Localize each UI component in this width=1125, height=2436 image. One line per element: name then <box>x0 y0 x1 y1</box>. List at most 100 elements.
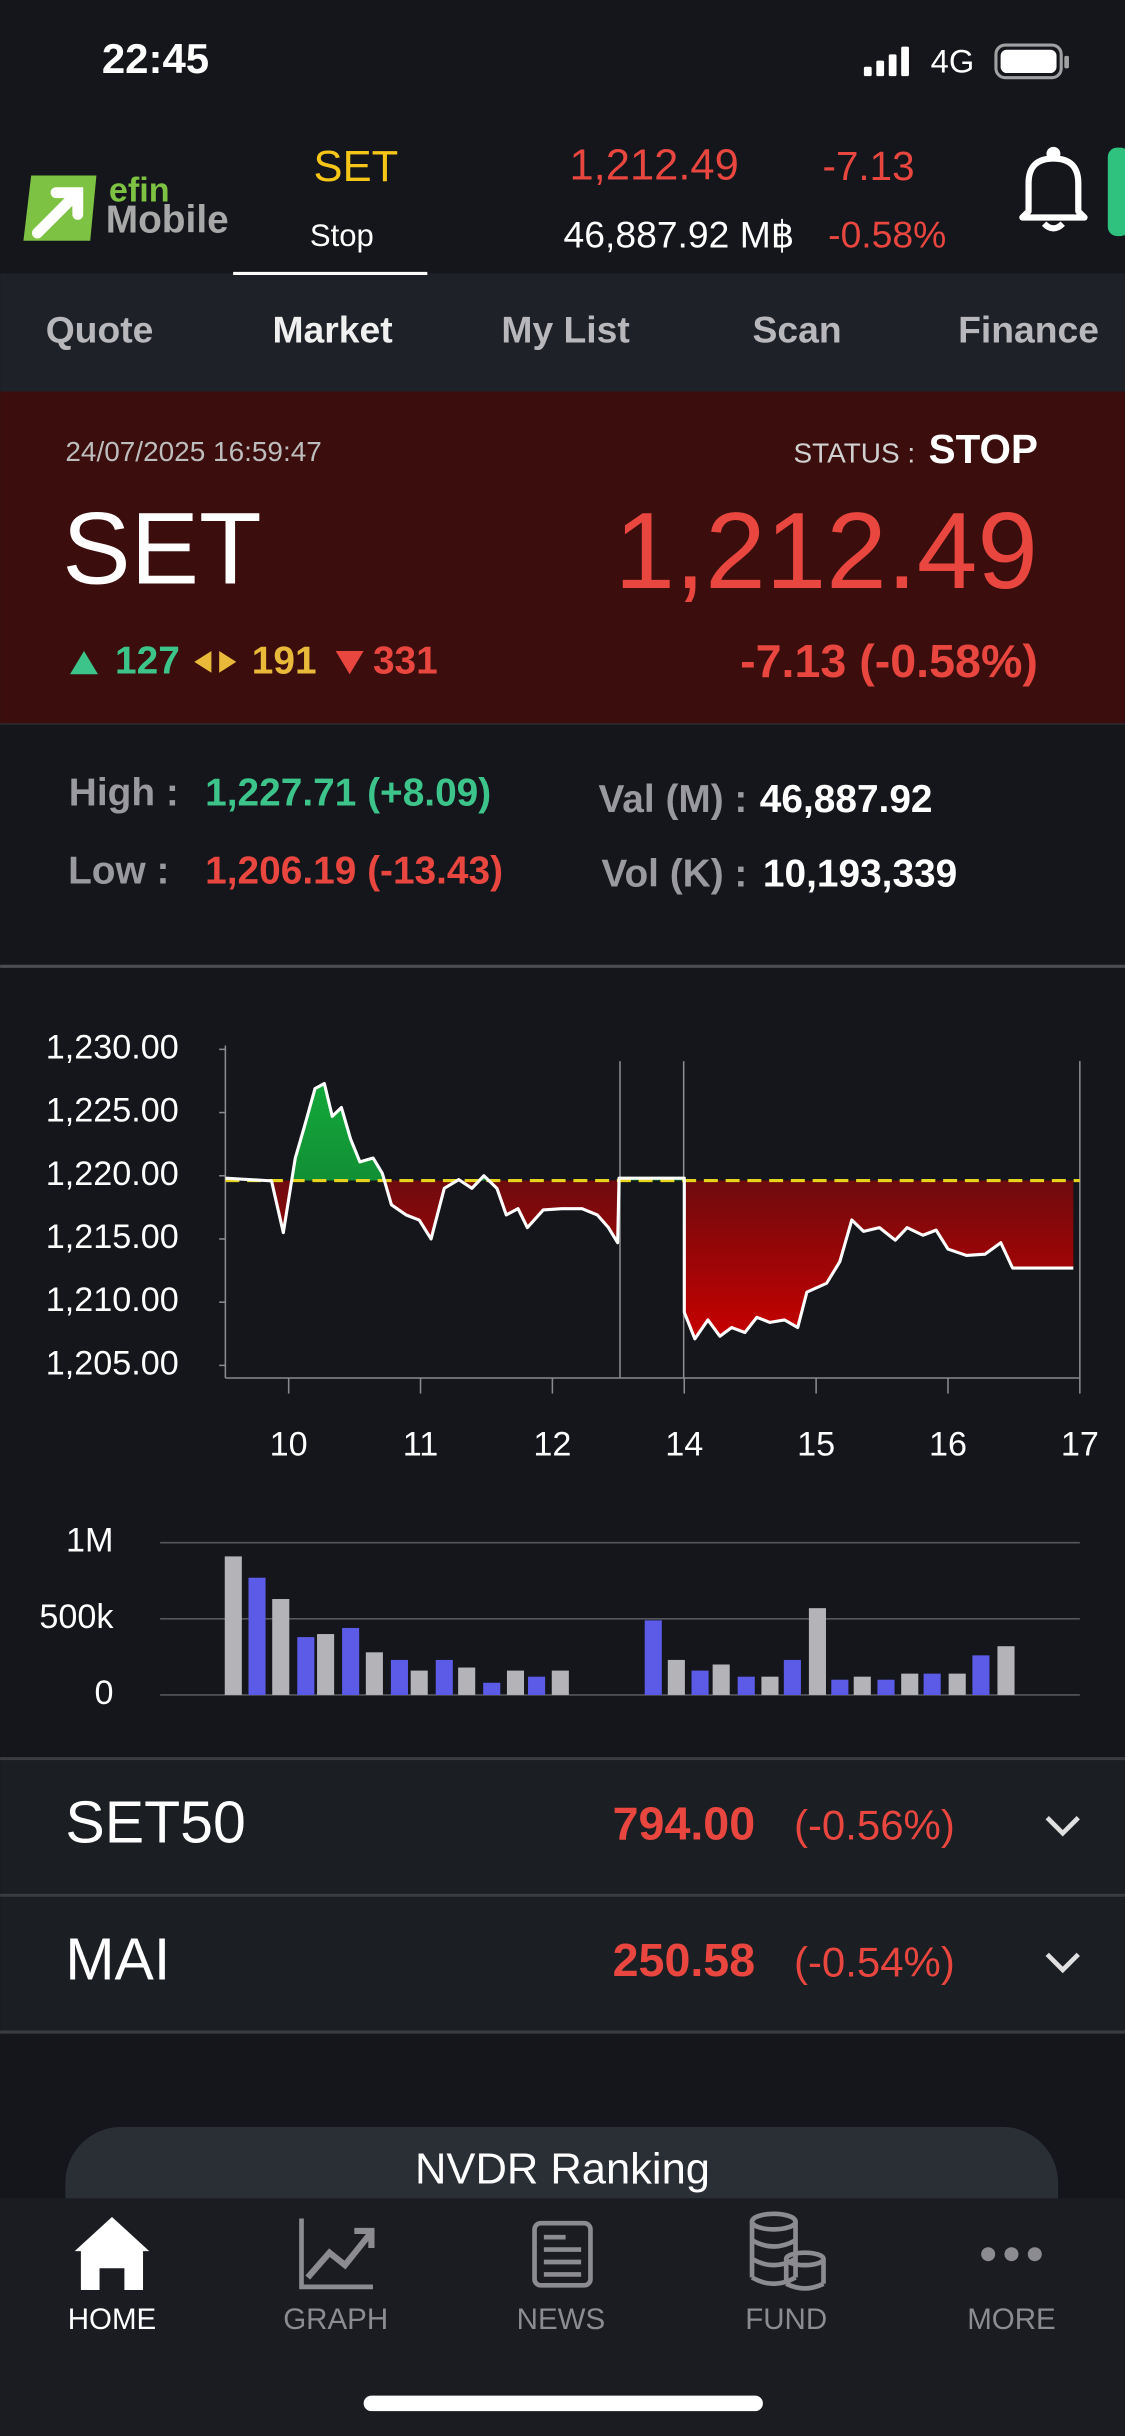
header-value: 46,887.92 M฿ <box>564 214 795 256</box>
index-change: -7.13 (-0.58%) <box>740 635 1038 687</box>
chevron-icon <box>1045 1952 1080 1974</box>
volume-bar <box>317 1634 335 1695</box>
nav-graph[interactable]: GRAPH <box>283 2218 388 2336</box>
home-indicator <box>363 2395 763 2412</box>
tab[interactable]: Scan <box>753 308 842 350</box>
index-last: 250.58 <box>613 1934 756 1986</box>
x-tick-label: 11 <box>403 1425 438 1463</box>
price-line <box>225 1081 1074 1341</box>
index-last: 794.00 <box>613 1797 756 1849</box>
logo-text: Mobile <box>106 198 229 241</box>
nav-fund[interactable]: FUND <box>745 2211 827 2336</box>
index-row[interactable]: SET50 794.00 (-0.56%) <box>0 1760 1125 1896</box>
y-tick-label: 1,225.00 <box>46 1092 179 1130</box>
tab[interactable]: Finance <box>958 308 1099 350</box>
volume-bar <box>737 1676 755 1695</box>
header-percent: -0.58% <box>828 214 946 256</box>
area-below <box>266 1180 1074 1339</box>
x-tick-label: 12 <box>533 1425 571 1463</box>
stat-label: Low : <box>68 849 169 892</box>
area-above <box>225 1083 1074 1181</box>
volume-bar <box>644 1620 662 1695</box>
volume-bar <box>272 1599 290 1695</box>
y-tick-label: 1,205.00 <box>46 1344 179 1382</box>
x-tick-label: 14 <box>665 1425 703 1463</box>
volume-bar <box>551 1670 569 1695</box>
decline-icon <box>335 650 364 675</box>
volume-bar <box>923 1673 941 1695</box>
y-tick-label: 1,210.00 <box>46 1281 179 1319</box>
index-row[interactable]: MAI 250.58 (-0.54%) <box>0 1896 1125 2033</box>
stat-label: Vol (K) : <box>601 852 747 895</box>
volume-bar <box>877 1679 895 1695</box>
y-tick-label: 500k <box>39 1598 114 1636</box>
index-name: MAI <box>65 1926 170 1992</box>
y-tick-label: 1,230.00 <box>46 1028 179 1066</box>
volume-bar <box>948 1673 966 1695</box>
volume-bar <box>435 1659 453 1695</box>
x-tick-label: 16 <box>929 1425 967 1463</box>
stat-value: 1,206.19 (-13.43) <box>205 849 503 892</box>
tab[interactable]: Quote <box>46 308 154 350</box>
signal-icon <box>863 46 909 77</box>
x-tick-label: 10 <box>270 1425 308 1463</box>
volume-bar <box>410 1670 428 1695</box>
nav-label: GRAPH <box>283 2303 388 2336</box>
button-label: NVDR Ranking <box>415 2145 710 2193</box>
volume-bar <box>853 1676 871 1695</box>
status-value: STOP <box>929 426 1038 472</box>
volume-bar <box>342 1627 360 1695</box>
logo[interactable]: efin Mobile <box>23 172 229 242</box>
x-tick-label: 15 <box>797 1425 835 1463</box>
volume-bar <box>297 1637 315 1695</box>
volume-bar <box>831 1679 849 1695</box>
tab[interactable]: My List <box>501 308 629 350</box>
y-tick-label: 1M <box>66 1522 113 1560</box>
volume-bar <box>808 1608 826 1695</box>
y-tick-label: 1,215.00 <box>46 1218 179 1256</box>
volume-bar <box>248 1577 266 1695</box>
unchanged: 191 <box>252 640 317 683</box>
chevron-icon <box>1045 1816 1080 1837</box>
index-change: (-0.56%) <box>794 1802 955 1849</box>
status-label: STATUS : <box>794 438 916 469</box>
header-change: -7.13 <box>823 143 915 189</box>
nav-label: HOME <box>68 2303 156 2336</box>
bell-icon[interactable] <box>1019 146 1088 232</box>
volume-bar <box>483 1682 501 1695</box>
index-name: SET50 <box>65 1790 245 1856</box>
index-symbol: SET <box>62 490 261 605</box>
intraday-chart: 1,205.00 1,210.00 1,215.00 1,220.00 1,225.00… <box>46 1028 1099 1463</box>
advance-icon <box>70 650 98 675</box>
summary-panel <box>0 391 1125 724</box>
unchanged-icon <box>219 650 237 673</box>
nav-more[interactable]: MORE <box>967 2247 1056 2336</box>
volume-bar <box>667 1659 685 1695</box>
network-label: 4G <box>931 42 975 79</box>
volume-chart: 0 500k 1M <box>39 1522 1080 1712</box>
volume-bar <box>365 1652 383 1695</box>
volume-bar <box>458 1667 476 1695</box>
y-tick-label: 1,220.00 <box>46 1155 179 1193</box>
tab-active[interactable]: Market <box>273 308 393 350</box>
battery-icon <box>994 43 1069 80</box>
header-symbol[interactable]: SET <box>314 143 399 191</box>
x-tick-label: 17 <box>1061 1425 1099 1463</box>
volume-bar <box>390 1659 408 1695</box>
nav-label: FUND <box>745 2303 827 2336</box>
nav-news[interactable]: NEWS <box>517 2220 606 2336</box>
status-time: 22:45 <box>102 35 209 82</box>
volume-bar <box>224 1556 242 1695</box>
volume-bar <box>712 1664 730 1695</box>
volume-bar <box>901 1673 919 1695</box>
unchanged-icon <box>194 650 212 673</box>
y-tick-label: 0 <box>95 1674 114 1712</box>
volume-bar <box>691 1670 709 1695</box>
nav-label: NEWS <box>517 2303 606 2336</box>
side-tab[interactable] <box>1107 147 1125 237</box>
stat-label: High : <box>69 772 179 815</box>
nav-home[interactable]: HOME <box>68 2216 156 2336</box>
stat-value: 46,887.92 <box>760 778 933 821</box>
